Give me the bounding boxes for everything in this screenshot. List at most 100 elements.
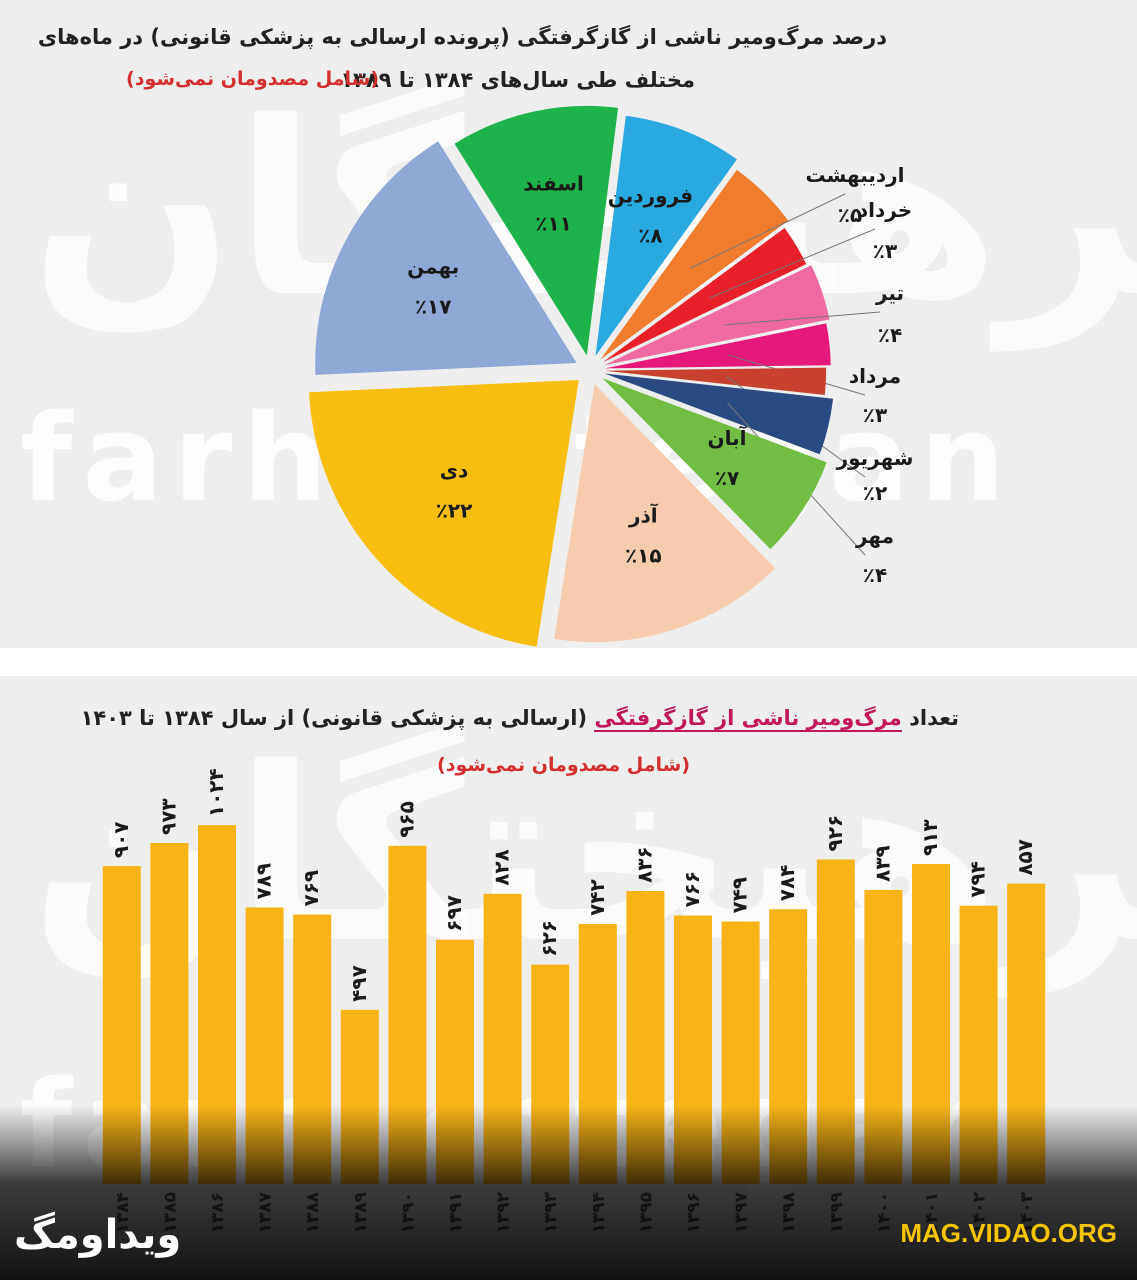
bar-category-label-8: ۱۳۹۲ <box>494 1191 514 1233</box>
bar-category-label-14: ۱۳۹۸ <box>779 1191 799 1233</box>
bar-title-suffix: (ارسالی به پزشکی قانونی) از سال ۱۳۸۴ تا … <box>80 706 588 730</box>
bar-value-label-4: ۷۶۹ <box>299 870 323 907</box>
bar-value-label-11: ۸۳۶ <box>632 846 656 883</box>
pie-value-7: ٪۴ <box>863 563 887 587</box>
bar-17 <box>912 864 950 1184</box>
pie-label-0: اسفند <box>523 171 584 195</box>
pie-slice-5 <box>604 323 831 369</box>
bar-title: تعداد مرگ‌ومیر ناشی از گازگرفتگی (ارسالی… <box>80 706 959 732</box>
bar-19 <box>1007 883 1046 1184</box>
bar-category-label-2: ۱۳۸۶ <box>208 1192 228 1234</box>
bar-value-label-12: ۷۶۶ <box>680 871 704 908</box>
bar-13 <box>721 921 760 1184</box>
bar-value-label-7: ۶۹۷ <box>442 895 466 932</box>
bar-category-label-4: ۱۳۸۸ <box>303 1191 323 1233</box>
pie-title-line1: درصد مرگ‌ومیر ناشی از گازگرفتگی (پرونده … <box>37 25 887 49</box>
pie-leader-4 <box>723 311 881 326</box>
bar-category-label-15: ۱۳۹۹ <box>827 1191 847 1233</box>
pie-label-10: دی <box>440 459 469 483</box>
pie-panel: فرهیختگان farhikhtegan درصد مرگ‌ومیر ناش… <box>0 0 1137 648</box>
pie-label-5: مرداد <box>849 364 901 388</box>
pie-slice-0 <box>454 105 619 356</box>
bar-value-label-6: ۹۶۵ <box>394 801 418 838</box>
bar-2 <box>198 825 236 1184</box>
bar-category-label-11: ۱۳۹۵ <box>636 1192 656 1234</box>
bar-category-label-10: ۱۳۹۴ <box>589 1192 609 1234</box>
pie-label-8: آبان <box>708 425 748 450</box>
pie-slice-3 <box>602 228 807 363</box>
bar-value-label-1: ۹۷۳ <box>156 798 180 835</box>
bar-title-prefix: تعداد <box>909 706 959 730</box>
pie-value-5: ٪۳ <box>863 403 887 427</box>
bar-category-label-13: ۱۳۹۷ <box>732 1191 752 1233</box>
pie-value-9: ٪۱۵ <box>625 544 662 568</box>
pie-label-1: فروردین <box>608 183 693 207</box>
pie-leader-3 <box>709 228 876 299</box>
brand-url: MAG.VIDAO.ORG <box>900 1218 1117 1248</box>
bar-value-label-10: ۷۴۲ <box>585 879 609 916</box>
bar-category-label-9: ۱۳۹۳ <box>541 1191 561 1233</box>
pie-label-3: خرداد <box>858 198 912 222</box>
bar-category-label-5: ۱۳۸۹ <box>351 1191 371 1233</box>
pie-value-4: ٪۴ <box>878 323 902 347</box>
bar-category-label-3: ۱۳۸۷ <box>256 1191 276 1233</box>
bar-category-label-6: ۱۳۹۰ <box>398 1192 418 1234</box>
bar-value-label-3: ۷۸۹ <box>252 863 276 900</box>
bar-value-label-18: ۷۹۴ <box>966 861 990 898</box>
pie-slice-6 <box>604 367 827 396</box>
bar-title-highlight: مرگ‌ومیر ناشی از گازگرفتگی <box>594 706 902 732</box>
pie-label-2: اردیبهشت <box>805 163 904 187</box>
bar-value-label-13: ۷۴۹ <box>728 877 752 914</box>
pie-value-8: ٪۷ <box>715 466 739 490</box>
pie-slice-8 <box>602 378 827 550</box>
bar-10 <box>578 923 617 1184</box>
bar-category-label-12: ۱۳۹۶ <box>684 1192 704 1234</box>
pie-slice-9 <box>554 384 776 643</box>
pie-note: (شامل مصدومان نمی‌شود) <box>126 68 379 90</box>
bar-7 <box>436 939 474 1184</box>
bar-1 <box>150 842 189 1184</box>
bar-value-label-19: ۸۵۷ <box>1013 839 1037 876</box>
bar-3 <box>245 907 284 1184</box>
bar-category-label-7: ۱۳۹۱ <box>446 1192 466 1234</box>
pie-value-2: ٪۵ <box>838 203 862 227</box>
bar-note: (شامل مصدومان نمی‌شود) <box>437 754 690 776</box>
bar-value-label-2: ۱۰۲۴ <box>204 768 228 817</box>
pie-leader-2 <box>690 193 846 269</box>
bar-5 <box>340 1009 379 1184</box>
bar-16 <box>864 889 903 1184</box>
pie-slice-7 <box>604 373 834 455</box>
pie-label-7: مهر <box>855 524 894 548</box>
bar-4 <box>293 914 332 1184</box>
bar-12 <box>674 915 712 1184</box>
bar-8 <box>483 893 522 1184</box>
pie-slice-1 <box>595 115 737 357</box>
bar-chart: ۹۰۷۱۳۸۴۹۷۳۱۳۸۵۱۰۲۴۱۳۸۶۷۸۹۱۳۸۷۷۶۹۱۳۸۸۴۹۷۱… <box>102 768 1046 1234</box>
bar-value-label-15: ۹۲۶ <box>823 815 847 852</box>
bar-18 <box>959 905 998 1184</box>
pie-slice-4 <box>604 265 830 366</box>
pie-slice-11 <box>315 141 577 375</box>
bar-0 <box>102 866 141 1184</box>
bar-15 <box>816 859 855 1184</box>
bar-panel: فرهیختگان farhikhtegan تعداد مرگ‌ومیر نا… <box>0 676 1137 1280</box>
pie-value-1: ٪۸ <box>638 223 662 247</box>
pie-value-3: ٪۳ <box>873 239 897 263</box>
pie-label-4: تیر <box>875 281 904 305</box>
pie-value-10: ٪۲۲ <box>436 499 473 523</box>
bar-value-label-16: ۸۳۹ <box>870 845 894 882</box>
pie-slice-2 <box>600 169 789 360</box>
pie-label-6: شهریور <box>836 446 914 470</box>
bar-value-label-17: ۹۱۳ <box>918 819 942 856</box>
bar-value-label-5: ۴۹۷ <box>347 965 371 1002</box>
pie-label-11: بهمن <box>407 255 459 279</box>
bar-value-label-9: ۶۲۶ <box>537 920 561 957</box>
bar-value-label-14: ۷۸۴ <box>775 865 799 902</box>
pie-value-0: ٪۱۱ <box>535 211 572 235</box>
bar-value-label-8: ۸۲۸ <box>490 849 514 886</box>
bar-14 <box>769 909 808 1184</box>
brand-logo-text: ویداومگ <box>14 1212 182 1258</box>
pie-value-6: ٪۲ <box>863 481 887 505</box>
bar-category-label-16: ۱۴۰۰ <box>874 1192 894 1234</box>
